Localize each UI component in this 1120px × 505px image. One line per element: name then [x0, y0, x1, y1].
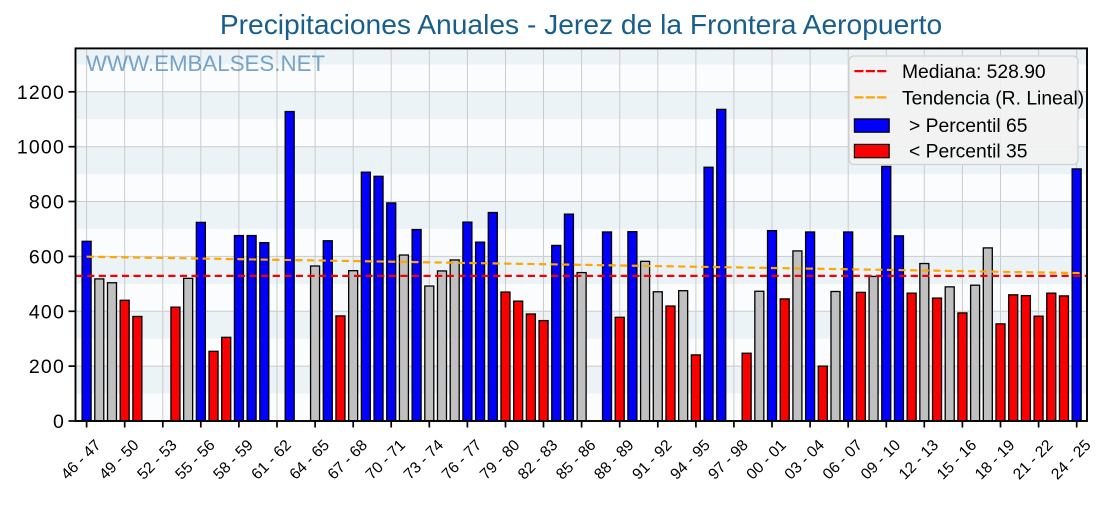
svg-text:Mediana: 528.90: Mediana: 528.90: [902, 62, 1046, 83]
svg-text:800: 800: [29, 192, 65, 214]
svg-text:WWW.EMBALSES.NET: WWW.EMBALSES.NET: [86, 51, 325, 76]
svg-text:1000: 1000: [17, 137, 65, 159]
svg-text:Tendencia (R. Lineal): Tendencia (R. Lineal): [902, 89, 1084, 110]
svg-text:< Percentil 35: < Percentil 35: [909, 142, 1027, 163]
svg-text:Precipitaciones Anuales - Jere: Precipitaciones Anuales - Jerez de la Fr…: [220, 8, 942, 40]
svg-text:400: 400: [29, 301, 65, 323]
svg-text:> Percentil 65: > Percentil 65: [909, 116, 1027, 137]
svg-text:1200: 1200: [17, 82, 65, 104]
svg-text:0: 0: [53, 411, 65, 433]
svg-text:200: 200: [29, 356, 65, 378]
svg-text:600: 600: [29, 246, 65, 268]
